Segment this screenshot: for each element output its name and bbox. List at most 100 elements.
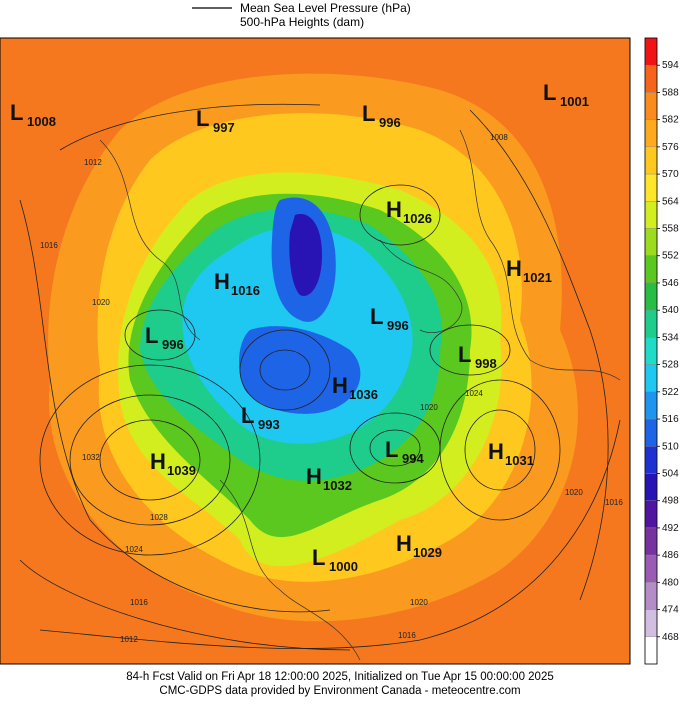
isobar-label: 1016 (605, 498, 623, 507)
colorbar-label: 480 (662, 577, 679, 588)
colorbar-swatch (644, 282, 658, 311)
center-pressure: 998 (475, 356, 497, 371)
center-letter: L (10, 100, 23, 125)
colorbar-swatch (644, 146, 658, 175)
colorbar-label: 540 (662, 305, 679, 316)
center-pressure: 1032 (323, 478, 352, 493)
center-letter: H (150, 449, 166, 474)
colorbar-swatch (644, 418, 658, 447)
isobar-label: 1020 (420, 403, 438, 412)
isobar-label: 1020 (410, 598, 428, 607)
center-letter: L (370, 304, 383, 329)
isobar-label: 1020 (92, 298, 110, 307)
colorbar-swatch (644, 500, 658, 529)
center-letter: L (362, 101, 375, 126)
center-pressure: 1001 (560, 94, 589, 109)
center-letter: L (543, 80, 556, 105)
colorbar-swatch (644, 527, 658, 556)
isobar-label: 1028 (150, 513, 168, 522)
colorbar-label: 564 (662, 196, 679, 207)
colorbar-label: 522 (662, 387, 679, 398)
center-pressure: 997 (213, 120, 235, 135)
colorbar-swatch (644, 309, 658, 338)
map (0, 37, 631, 665)
field-510-b (238, 326, 361, 414)
colorbar-label: 558 (662, 224, 679, 235)
center-pressure: 1039 (167, 463, 196, 478)
colorbar-label: 588 (662, 87, 679, 98)
colorbar-swatch (644, 364, 658, 393)
isobar-label: 1012 (84, 158, 102, 167)
legend-line-label: Mean Sea Level Pressure (hPa) (240, 1, 411, 15)
center-letter: H (332, 373, 348, 398)
colorbar-swatch (644, 609, 658, 637)
shading-label: 500-hPa Heights (dam) (240, 15, 364, 29)
colorbar: 594 588 582 576 570 564 558 552 546 540 534 528 522 5… (644, 37, 679, 665)
center-pressure: 996 (387, 318, 409, 333)
isobar-label: 1008 (490, 133, 508, 142)
center-pressure: 1008 (27, 114, 56, 129)
colorbar-label: 570 (662, 169, 679, 180)
colorbar-swatch (644, 92, 658, 120)
colorbar-label: 510 (662, 441, 679, 452)
isobar-label: 1032 (82, 453, 100, 462)
colorbar-swatch (644, 37, 658, 66)
isobar-label: 1016 (398, 631, 416, 640)
center-letter: L (145, 323, 158, 348)
isobar-label: 1016 (40, 241, 58, 250)
center-pressure: 1000 (329, 559, 358, 574)
colorbar-label: 516 (662, 414, 679, 425)
colorbar-swatch (644, 636, 658, 665)
colorbar-swatch (644, 119, 658, 148)
center-letter: H (214, 269, 230, 294)
center-letter: H (396, 531, 412, 556)
footer-credit: CMC-GDPS data provided by Environment Ca… (159, 685, 520, 697)
colorbar-label: 576 (662, 142, 679, 153)
center-pressure: 1031 (505, 453, 534, 468)
center-pressure: 996 (162, 337, 184, 352)
colorbar-swatch (644, 582, 658, 610)
center-letter: L (458, 342, 471, 367)
colorbar-label: 594 (662, 60, 679, 71)
colorbar-label: 528 (662, 360, 679, 371)
field-498 (289, 214, 322, 296)
colorbar-frame (644, 37, 658, 665)
center-pressure: 993 (258, 417, 280, 432)
center-letter: L (196, 106, 209, 131)
colorbar-swatch (644, 446, 658, 474)
colorbar-label: 582 (662, 115, 679, 126)
colorbar-swatch (644, 228, 658, 256)
center-letter: L (385, 437, 398, 462)
colorbar-swatch (644, 173, 658, 202)
isobar-label: 1024 (465, 389, 483, 398)
colorbar-swatch (644, 391, 658, 420)
isobar-labels: 1012 1016 1020 1032 1028 1024 1016 1012 … (40, 133, 623, 644)
isobars (19, 103, 621, 651)
center-pressure: 994 (402, 451, 424, 466)
center-pressure: 996 (379, 115, 401, 130)
center-pressure: 1026 (403, 211, 432, 226)
colorbar-label: 498 (662, 496, 679, 507)
coastlines (99, 129, 621, 661)
colorbar-label: 552 (662, 251, 679, 262)
colorbar-swatch (644, 554, 658, 583)
center-letter: H (506, 256, 522, 281)
colorbar-label: 468 (662, 632, 679, 643)
colorbar-label: 474 (662, 605, 679, 616)
colorbar-label: 534 (662, 332, 679, 343)
colorbar-label: 546 (662, 278, 679, 289)
colorbar-swatch (644, 65, 658, 93)
footer-valid-time: 84-h Fcst Valid on Fri Apr 18 12:00:00 2… (126, 671, 554, 683)
colorbar-swatch (644, 255, 658, 284)
map-frame (0, 37, 631, 665)
isobar-label: 1012 (120, 635, 138, 644)
colorbar-label: 504 (662, 468, 679, 479)
colorbar-label: 492 (662, 523, 679, 534)
center-letter: L (312, 545, 325, 570)
isobar-label: 1024 (125, 545, 143, 554)
colorbar-swatch (644, 337, 658, 365)
center-letter: L (241, 403, 254, 428)
colorbar-swatch (644, 473, 658, 501)
